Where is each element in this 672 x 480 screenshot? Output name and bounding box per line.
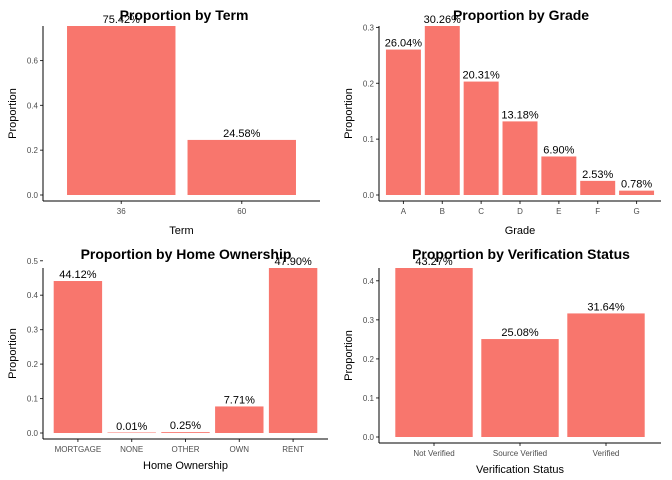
x-tick-label: B	[440, 207, 445, 216]
y-tick-label: 0.0	[27, 429, 39, 438]
data-label: 24.58%	[223, 128, 261, 140]
bar-own	[215, 406, 264, 433]
data-label: 0.78%	[621, 179, 652, 191]
chart-panel-3: Proportion by Home Ownership Proportion 0.…	[7, 246, 328, 472]
x-tick-label: A	[401, 207, 407, 216]
chart-title: Proportion by Term	[120, 7, 249, 23]
data-label: 25.08%	[501, 327, 539, 339]
data-label: 6.90%	[543, 144, 574, 156]
bar-mortgage	[53, 281, 103, 433]
y-axis-label: Proportion	[7, 328, 19, 379]
data-label: 20.31%	[462, 70, 500, 82]
y-tick-label: 0.0	[27, 191, 39, 200]
bar-e	[541, 156, 577, 195]
bar-g	[619, 190, 655, 195]
y-tick-label: 0.4	[27, 291, 39, 300]
x-axis-label: Grade	[505, 225, 536, 237]
x-tick-label: C	[478, 207, 484, 216]
x-tick-label: 36	[117, 207, 126, 216]
data-label: 75.42%	[103, 14, 141, 26]
x-axis-label: Home Ownership	[143, 460, 228, 472]
data-label: 30.26%	[424, 14, 462, 26]
bar-c	[463, 81, 499, 195]
y-axis-label: Proportion	[343, 330, 355, 381]
x-tick-label: E	[556, 207, 561, 216]
y-tick-label: 0.6	[27, 57, 39, 66]
y-tick-label: 0.4	[27, 101, 39, 110]
x-axis-label: Verification Status	[476, 464, 565, 476]
x-tick-label: F	[595, 207, 600, 216]
data-label: 43.27%	[415, 256, 453, 268]
x-tick-label: 60	[237, 207, 246, 216]
x-tick-label: Source Verified	[493, 449, 547, 458]
chart-panel-2: Proportion by Grade Proportion 0.0 0.1 0.2 0.…	[343, 7, 661, 237]
x-tick-label: OWN	[230, 445, 250, 454]
y-tick-label: 0.1	[363, 394, 375, 403]
y-axis-label: Proportion	[343, 88, 355, 139]
chart-panel-4: Proportion by Verification Status Proport…	[343, 246, 661, 476]
bar-source-verified	[481, 339, 559, 437]
bar-rent	[268, 268, 318, 433]
data-label: 31.64%	[587, 301, 625, 313]
data-label: 47.90%	[274, 256, 312, 268]
y-tick-label: 0.2	[363, 355, 375, 364]
data-label: 7.71%	[224, 394, 255, 406]
y-axis-label: Proportion	[7, 88, 19, 139]
y-tick-label: 0.2	[363, 79, 375, 88]
x-tick-label: RENT	[282, 445, 304, 454]
bar-b	[424, 26, 460, 195]
bar-60	[187, 139, 296, 195]
y-tick-label: 0.0	[363, 191, 375, 200]
y-tick-label: 0.1	[363, 135, 375, 144]
data-label: 0.01%	[116, 421, 147, 433]
x-tick-label: D	[517, 207, 523, 216]
y-tick-label: 0.0	[363, 433, 375, 442]
y-tick-label: 0.3	[27, 326, 39, 335]
x-tick-label: MORTGAGE	[55, 445, 102, 454]
bar-36	[67, 26, 176, 195]
y-tick-label: 0.2	[27, 360, 39, 369]
bar-f	[580, 180, 616, 195]
data-label: 13.18%	[501, 109, 539, 121]
x-tick-label: OTHER	[172, 445, 200, 454]
y-tick-label: 0.1	[27, 395, 39, 404]
bar-verified	[567, 313, 645, 437]
bar-other	[161, 432, 210, 433]
x-tick-label: Verified	[593, 449, 620, 458]
bar-not-verified	[395, 268, 473, 437]
bar-none	[107, 432, 156, 433]
x-tick-label: NONE	[120, 445, 143, 454]
chart-panel-1: Proportion by Term Proportion 0.0 0.2 0.4 0.6…	[7, 7, 320, 237]
data-label: 44.12%	[59, 269, 97, 281]
bar-a	[385, 49, 421, 196]
chart-title: Proportion by Home Ownership	[81, 246, 292, 262]
data-label: 26.04%	[385, 38, 423, 50]
bar-d	[502, 121, 538, 195]
y-tick-label: 0.3	[363, 23, 375, 32]
y-tick-label: 0.4	[363, 277, 375, 286]
x-tick-label: G	[633, 207, 639, 216]
chart-title: Proportion by Grade	[453, 7, 589, 23]
data-label: 0.25%	[170, 420, 201, 432]
y-tick-label: 0.3	[363, 316, 375, 325]
data-label: 2.53%	[582, 169, 613, 181]
x-tick-label: Not Verified	[413, 449, 454, 458]
x-axis-label: Term	[169, 225, 193, 237]
y-tick-label: 0.2	[27, 146, 39, 155]
y-tick-label: 0.5	[27, 257, 39, 266]
chart-title: Proportion by Verification Status	[412, 246, 630, 262]
